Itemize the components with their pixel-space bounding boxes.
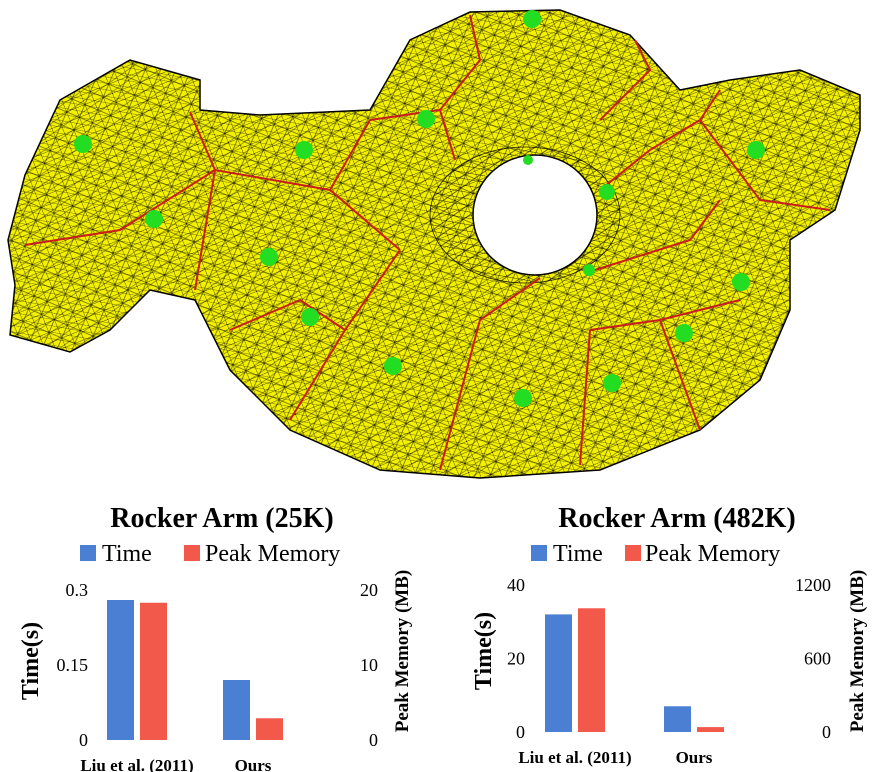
mesh-body	[7, 9, 861, 479]
seed-point	[301, 308, 319, 326]
y-tick-right: 20	[360, 580, 378, 600]
y-axis-label-left: Time(s)	[18, 622, 44, 700]
seed-point	[675, 324, 693, 342]
y-tick-right: 10	[360, 655, 378, 675]
y-tick-left: 0.15	[57, 655, 89, 675]
legend-swatch-time	[80, 545, 96, 561]
y-tick-right: 0	[822, 722, 831, 742]
seed-point	[583, 264, 595, 276]
bar-peak-memory	[140, 602, 167, 740]
y-tick-right: 0	[369, 730, 378, 750]
legend-swatch-memory	[625, 545, 641, 561]
seed-point	[603, 374, 621, 392]
y-tick-left: 0.3	[66, 580, 89, 600]
y-axis-label-right: Peak Memory (MB)	[847, 570, 868, 733]
legend-swatch-time	[531, 545, 547, 561]
bar-time	[664, 706, 691, 732]
seed-point	[260, 248, 278, 266]
y-tick-right: 600	[804, 649, 831, 669]
bar-time	[223, 680, 250, 740]
legend-label-memory: Peak Memory	[645, 541, 780, 567]
bar-peak-memory	[256, 718, 283, 740]
y-tick-left: 20	[507, 649, 525, 669]
bar-peak-memory	[578, 608, 605, 732]
seed-point	[417, 110, 435, 128]
x-category-label: Ours	[235, 756, 272, 772]
bar-peak-memory	[697, 727, 724, 732]
chart-rocker-arm-482k: Rocker Arm (482K) Time Peak Memory Time(…	[471, 503, 868, 767]
legend-label-memory: Peak Memory	[205, 541, 340, 567]
seed-point	[747, 141, 765, 159]
rocker-arm-mesh-image	[7, 9, 861, 479]
y-tick-left: 0	[516, 722, 525, 742]
seed-point	[384, 357, 402, 375]
seed-point	[145, 210, 163, 228]
x-category-label: Liu et al. (2011)	[518, 748, 631, 767]
y-axis-label-right: Peak Memory (MB)	[392, 570, 413, 733]
bar-time	[107, 600, 134, 740]
seed-point	[523, 155, 533, 165]
y-tick-right: 1200	[795, 575, 831, 595]
chart-rocker-arm-25k: Rocker Arm (25K) Time Peak Memory Time(s…	[18, 503, 413, 772]
y-tick-left: 0	[79, 730, 88, 750]
seed-point	[74, 135, 92, 153]
bar-time	[545, 614, 572, 732]
x-category-label: Ours	[676, 748, 713, 767]
ring-hole	[472, 154, 598, 276]
seed-point	[514, 389, 532, 407]
seed-point	[599, 184, 615, 200]
segment-boundaries	[24, 14, 831, 471]
seed-points	[74, 10, 765, 407]
chart-title: Rocker Arm (25K)	[110, 503, 333, 534]
legend-label-time: Time	[553, 541, 603, 567]
y-axis-label-left: Time(s)	[471, 612, 497, 690]
seed-point	[295, 141, 313, 159]
y-tick-left: 40	[507, 575, 525, 595]
legend-swatch-memory	[184, 545, 200, 561]
seed-point	[523, 10, 541, 28]
legend-label-time: Time	[102, 541, 152, 567]
x-category-label: Liu et al. (2011)	[80, 756, 193, 772]
seed-point	[732, 273, 750, 291]
chart-title: Rocker Arm (482K)	[558, 503, 795, 534]
